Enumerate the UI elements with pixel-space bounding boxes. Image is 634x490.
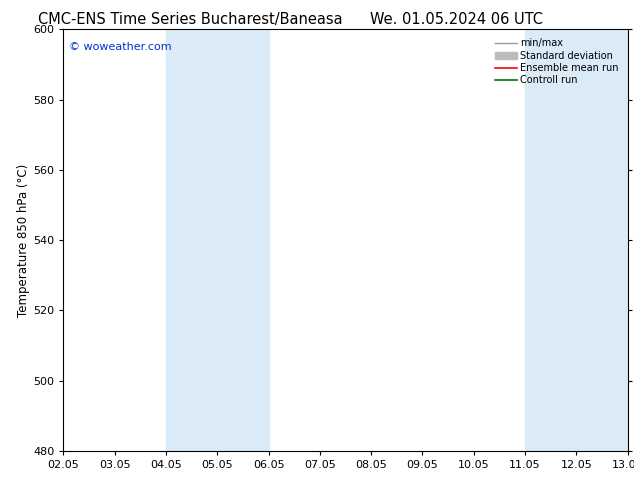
Bar [525, 29, 628, 451]
Text: CMC-ENS Time Series Bucharest/Baneasa: CMC-ENS Time Series Bucharest/Baneasa [38, 12, 342, 27]
Text: © woweather.com: © woweather.com [69, 42, 172, 52]
Legend: min/max, Standard deviation, Ensemble mean run, Controll run: min/max, Standard deviation, Ensemble me… [491, 34, 623, 89]
Bar [166, 29, 269, 451]
Y-axis label: Temperature 850 hPa (°C): Temperature 850 hPa (°C) [17, 164, 30, 317]
Text: We. 01.05.2024 06 UTC: We. 01.05.2024 06 UTC [370, 12, 543, 27]
